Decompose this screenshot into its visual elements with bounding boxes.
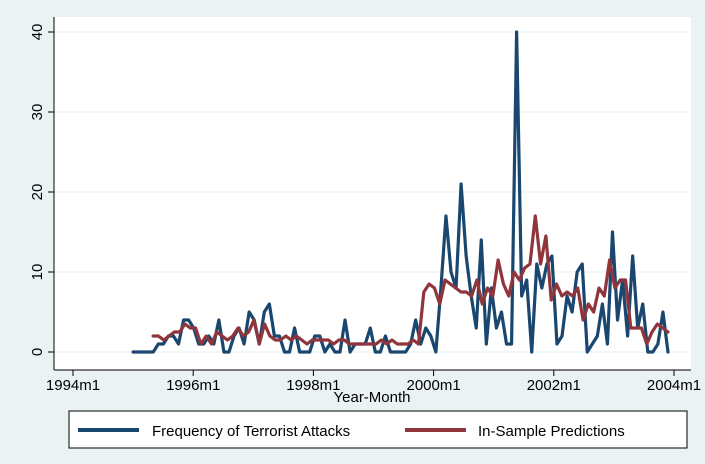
legend-label-attacks: Frequency of Terrorist Attacks [152,423,350,440]
x-axis: 1994m1 1996m1 1998m1 2000m1 2002m1 2004m1 [46,369,701,394]
legend: Frequency of Terrorist Attacks In-Sample… [68,410,688,449]
series-line-attacks [131,30,670,354]
plot-area [54,17,691,370]
x-tick-label: 2000m1 [406,377,460,394]
legend-box [68,410,688,449]
y-tick-label: 40 [29,24,46,41]
series-line-predictions [151,214,670,346]
x-tick-label: 2002m1 [527,377,581,394]
x-tick-label: 2004m1 [647,377,701,394]
y-axis: 0 10 20 30 40 [29,17,55,370]
gridlines [54,31,691,353]
legend-label-predictions: In-Sample Predictions [478,423,625,440]
y-tick-label: 30 [29,104,46,121]
x-tick-label: 1994m1 [46,377,100,394]
y-tick-label: 10 [29,264,46,281]
x-tick-label: 1998m1 [286,377,340,394]
series-lines [131,30,670,354]
y-tick-label: 20 [29,184,46,201]
x-tick-label: 1996m1 [166,377,220,394]
x-axis-title: Year-Month [334,389,411,406]
y-tick-label: 0 [29,348,46,356]
